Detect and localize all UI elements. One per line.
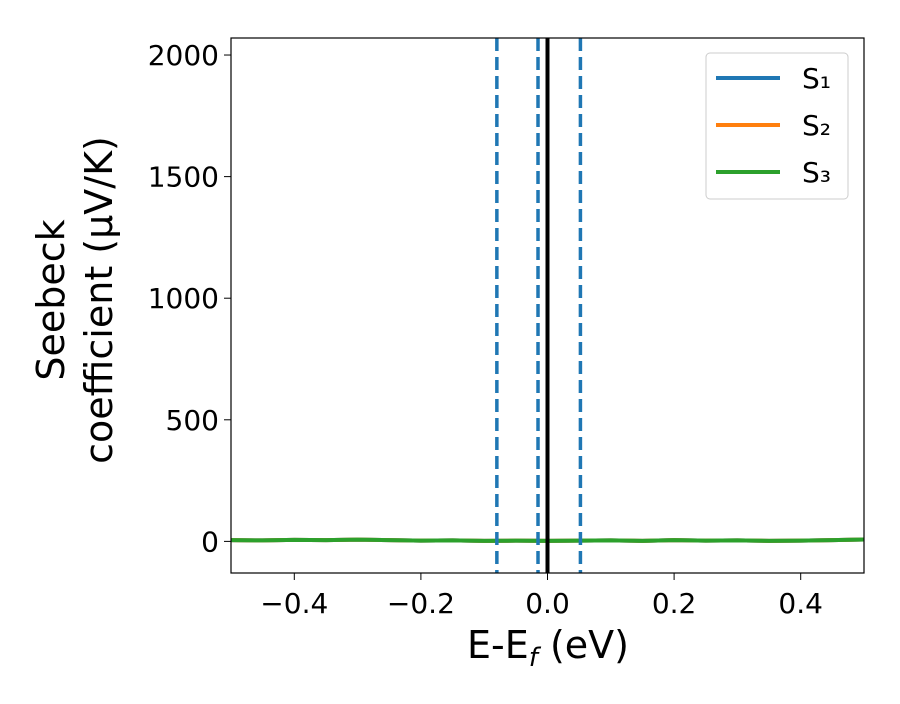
x-tick-label: −0.2 [387, 587, 455, 620]
x-tick-label: 0.2 [652, 587, 697, 620]
legend-label: S₁ [802, 62, 831, 95]
x-label-main: E-E [467, 623, 529, 667]
y-axis-label: Seebeck coefficient (μV/K) [29, 136, 121, 464]
plot [231, 38, 864, 573]
x-tick-label: −0.4 [260, 587, 328, 620]
y-label-line: Seebeck [29, 219, 73, 380]
x-tick-label: 0.4 [778, 587, 823, 620]
x-label-unit: (eV) [538, 623, 629, 667]
y-tick-label: 0 [201, 525, 219, 558]
x-axis-label: E-Ef (eV) [467, 623, 629, 673]
y-label-line: coefficient (μV/K) [77, 136, 121, 464]
legend-label: S₃ [802, 156, 831, 189]
y-tick-label: 2000 [148, 39, 219, 72]
legend-label: S₂ [802, 109, 831, 142]
y-tick-label: 1000 [148, 282, 219, 315]
y-tick-label: 500 [166, 404, 219, 437]
y-tick-label: 1500 [148, 161, 219, 194]
x-tick-label: 0.0 [525, 587, 570, 620]
plot-frame [230, 37, 865, 574]
